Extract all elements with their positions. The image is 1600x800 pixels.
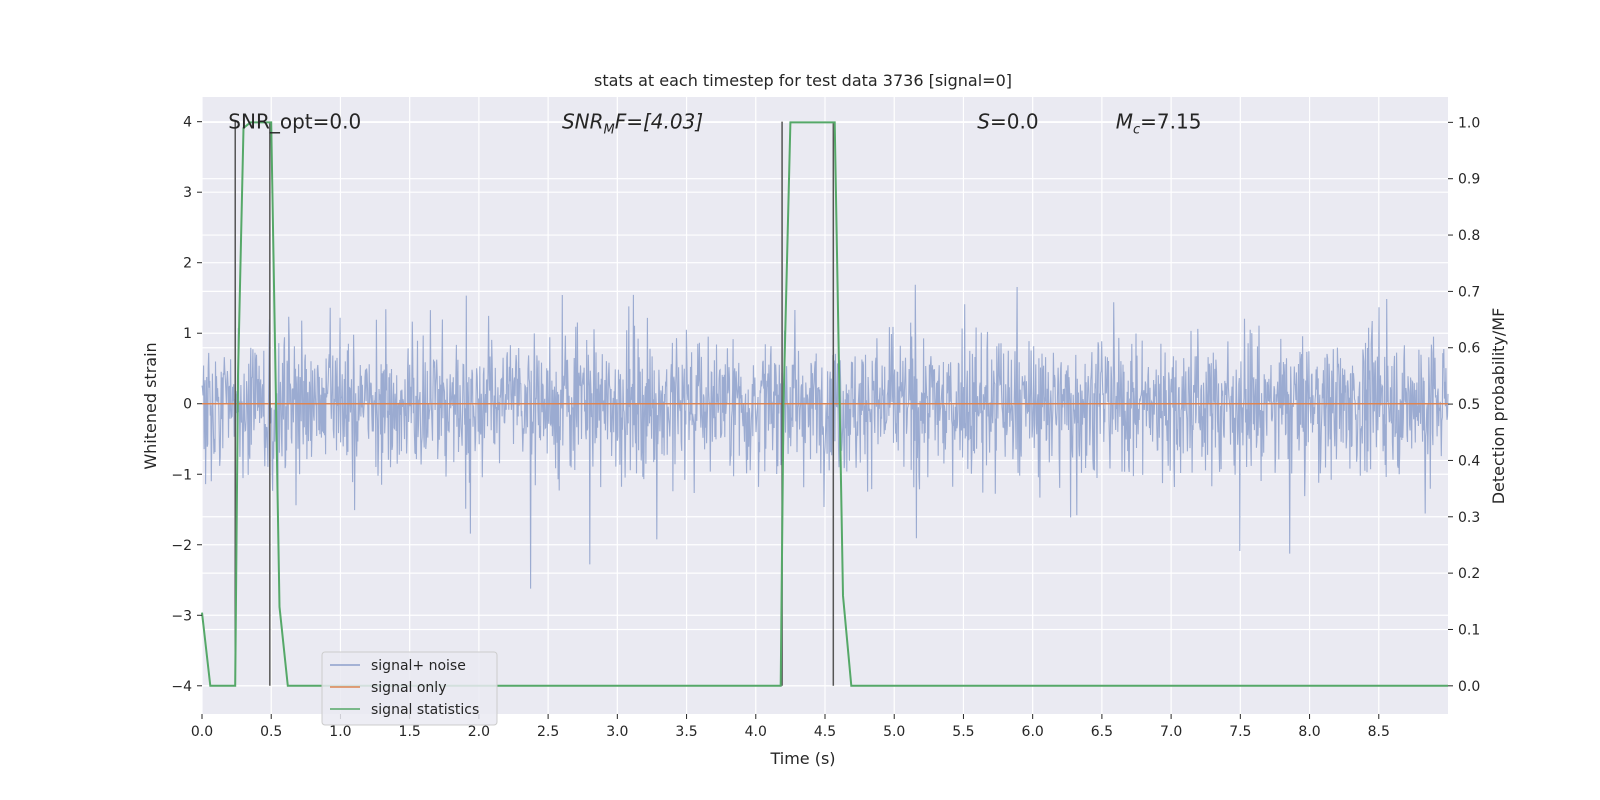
y2-axis-ticks: 1.0 0.9 0.8 0.7 0.6 0.5 0.4 0.3 0.2 0.1 0.0 <box>1448 115 1480 695</box>
y2-tick-label: 0.2 <box>1458 566 1480 582</box>
y-tick-label: 3 <box>183 185 192 201</box>
y2-axis-label: Detection probability/MF <box>1489 308 1508 505</box>
legend: signal+ noise signal only signal statist… <box>321 651 498 726</box>
x-tick-label: 5.0 <box>883 724 905 740</box>
annotation: SNR_opt=0.0 <box>228 110 361 134</box>
y2-tick-label: 0.0 <box>1458 679 1480 695</box>
y2-tick-label: 0.6 <box>1458 341 1480 357</box>
annotation-text: SNR <box>562 110 604 134</box>
annotations: SNR_opt=0.0 SNRMF=[4.03] S=0.0 Mc=7.15 <box>228 110 1201 138</box>
y2-tick-label: 0.3 <box>1458 510 1480 526</box>
y-tick-label: −3 <box>171 608 192 624</box>
x-tick-label: 8.0 <box>1298 724 1320 740</box>
annotation-text: SNR_opt=0.0 <box>228 110 361 134</box>
y2-tick-label: 1.0 <box>1458 115 1480 131</box>
y-tick-label: 2 <box>183 256 192 272</box>
y-axis-ticks: 4 3 2 1 0 −1 −2 −3 −4 <box>171 115 202 695</box>
x-tick-label: 0.5 <box>260 724 282 740</box>
annotation: S=0.0 <box>977 110 1038 134</box>
signal-plus-noise-line <box>201 284 1449 589</box>
y2-tick-label: 0.8 <box>1458 228 1480 244</box>
annotation: SNRMF=[4.03] <box>562 110 703 138</box>
annotation-text: S <box>977 110 990 134</box>
x-tick-label: 3.0 <box>606 724 628 740</box>
y2-tick-label: 0.1 <box>1458 622 1480 638</box>
y-tick-label: 4 <box>183 115 192 131</box>
series-signal-plus-noise <box>201 284 1449 589</box>
y-tick-label: 0 <box>183 397 192 413</box>
annotation: Mc=7.15 <box>1116 110 1202 138</box>
annotation-subscript: M <box>604 123 615 138</box>
legend-box <box>321 651 498 726</box>
y-tick-label: 1 <box>183 326 192 342</box>
y-tick-label: −4 <box>171 679 192 695</box>
x-tick-label: 2.5 <box>537 724 559 740</box>
annotation-tail: =0.0 <box>990 110 1039 134</box>
y2-tick-label: 0.9 <box>1458 172 1480 188</box>
annotation-subscript: c <box>1133 123 1140 138</box>
x-tick-label: 1.0 <box>329 724 351 740</box>
x-tick-label: 6.5 <box>1091 724 1113 740</box>
x-tick-label: 3.5 <box>675 724 697 740</box>
x-tick-label: 0.0 <box>191 724 213 740</box>
x-tick-label: 5.5 <box>952 724 974 740</box>
chart-title: stats at each timestep for test data 373… <box>594 71 1012 90</box>
x-axis-label: Time (s) <box>769 749 835 768</box>
x-tick-label: 7.0 <box>1160 724 1182 740</box>
y-tick-label: −2 <box>171 538 192 554</box>
y2-tick-label: 0.5 <box>1458 397 1480 413</box>
annotation-tail: F=[4.03] <box>615 110 703 134</box>
x-tick-label: 7.5 <box>1229 724 1251 740</box>
x-tick-label: 4.5 <box>814 724 836 740</box>
x-tick-label: 6.0 <box>1022 724 1044 740</box>
x-tick-label: 4.0 <box>745 724 767 740</box>
x-tick-label: 1.5 <box>399 724 421 740</box>
x-axis-ticks: 0.0 0.5 1.0 1.5 2.0 2.5 3.0 3.5 4.0 4.5 5.0 5.5 6.0 6… <box>191 714 1390 740</box>
legend-label-signal-plus-noise: signal+ noise <box>371 658 466 674</box>
x-tick-label: 8.5 <box>1368 724 1390 740</box>
y-axis-label: Whitened strain <box>141 342 160 469</box>
y2-tick-label: 0.7 <box>1458 284 1480 300</box>
series-signal-statistics <box>201 121 1448 687</box>
annotation-text: M <box>1116 110 1133 134</box>
y-tick-label: −1 <box>171 467 192 483</box>
annotation-tail: =7.15 <box>1140 110 1201 134</box>
y2-tick-label: 0.4 <box>1458 453 1480 469</box>
legend-label-signal-only: signal only <box>371 680 446 696</box>
signal-statistics-line <box>201 121 1448 687</box>
x-tick-label: 2.0 <box>468 724 490 740</box>
legend-label-signal-statistics: signal statistics <box>371 702 479 718</box>
